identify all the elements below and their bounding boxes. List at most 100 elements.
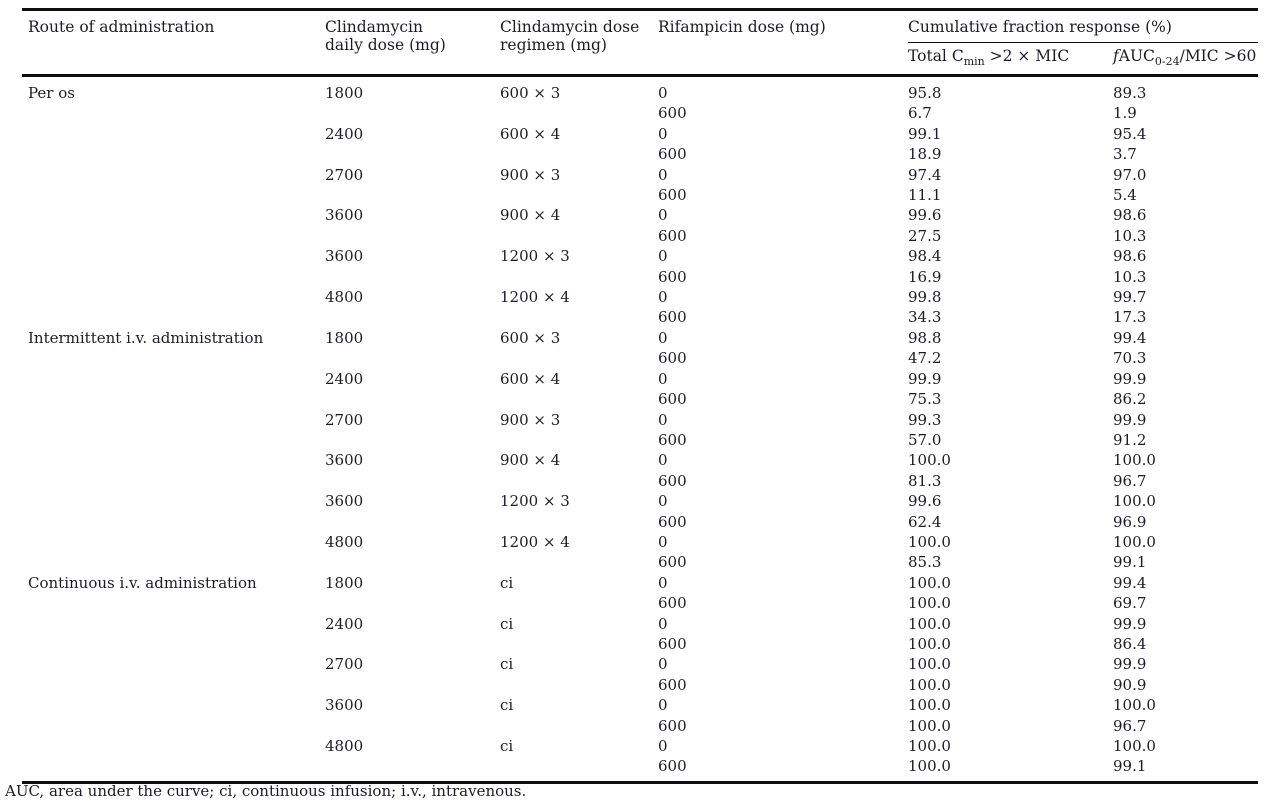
cell-daily-dose: 2700 bbox=[325, 410, 364, 429]
cell-route bbox=[22, 593, 325, 613]
cell-rifampicin-dose: 600 bbox=[658, 675, 687, 694]
table-row: 600 34.3 17.3 bbox=[22, 307, 1258, 327]
header-fauc-mic: fAUC0-24/MIC >60 bbox=[1113, 46, 1257, 68]
cell-daily-dose bbox=[325, 593, 500, 613]
cell-route bbox=[22, 675, 325, 695]
table-row: 2400 ci 0 100.0 99.9 bbox=[22, 614, 1258, 634]
cell-fauc-mic: 100.0 bbox=[1113, 532, 1156, 551]
cell-total-cmin: 57.0 bbox=[908, 430, 942, 449]
cell-fauc-mic: 91.2 bbox=[1113, 430, 1147, 449]
table-row: 4800 1200 × 4 0 99.8 99.7 bbox=[22, 287, 1258, 307]
cell-daily-dose: 2400 bbox=[325, 369, 364, 388]
cell-rifampicin-dose: 600 bbox=[658, 471, 687, 490]
cell-route bbox=[22, 695, 325, 715]
cell-fauc-mic: 99.9 bbox=[1113, 369, 1147, 388]
cell-total-cmin: 100.0 bbox=[908, 655, 951, 674]
cell-daily-dose: 2700 bbox=[325, 165, 364, 184]
cell-regimen: ci bbox=[500, 696, 514, 715]
cell-route bbox=[22, 165, 325, 185]
table-row: 3600 ci 0 100.0 100.0 bbox=[22, 695, 1258, 715]
table-row: 2400 600 × 4 0 99.1 95.4 bbox=[22, 124, 1258, 144]
cell-regimen: 600 × 3 bbox=[500, 84, 561, 102]
cell-total-cmin: 18.9 bbox=[908, 145, 942, 164]
cell-daily-dose: 3600 bbox=[325, 492, 364, 511]
cell-route bbox=[22, 552, 325, 572]
cell-rifampicin-dose: 600 bbox=[658, 553, 687, 572]
table-row: 3600 900 × 4 0 99.6 98.6 bbox=[22, 205, 1258, 225]
cell-daily-dose: 2400 bbox=[325, 124, 364, 143]
cell-regimen bbox=[500, 389, 658, 409]
cell-rifampicin-dose: 0 bbox=[658, 655, 668, 674]
cell-rifampicin-dose: 0 bbox=[658, 696, 668, 715]
cell-regimen: 600 × 4 bbox=[500, 369, 561, 388]
cell-daily-dose: 2400 bbox=[325, 614, 364, 633]
cell-fauc-mic: 97.0 bbox=[1113, 165, 1147, 184]
cell-daily-dose: 1800 bbox=[325, 328, 364, 347]
cell-rifampicin-dose: 600 bbox=[658, 430, 687, 449]
cell-fauc-mic: 89.3 bbox=[1113, 84, 1147, 102]
cell-total-cmin: 27.5 bbox=[908, 226, 942, 245]
cell-fauc-mic: 98.6 bbox=[1113, 247, 1147, 266]
cell-fauc-mic: 17.3 bbox=[1113, 308, 1147, 327]
cell-fauc-mic: 96.7 bbox=[1113, 716, 1147, 735]
cell-regimen bbox=[500, 103, 658, 123]
cell-route bbox=[22, 491, 325, 511]
table-row: 2700 900 × 3 0 99.3 99.9 bbox=[22, 410, 1258, 430]
cell-regimen bbox=[500, 226, 658, 246]
cell-fauc-mic: 100.0 bbox=[1113, 492, 1156, 511]
cell-rifampicin-dose: 600 bbox=[658, 267, 687, 286]
cell-fauc-mic: 86.2 bbox=[1113, 390, 1147, 409]
cell-fauc-mic: 86.4 bbox=[1113, 634, 1147, 653]
cell-rifampicin-dose: 600 bbox=[658, 390, 687, 409]
table-row: 3600 900 × 4 0 100.0 100.0 bbox=[22, 450, 1258, 470]
table-row: 2700 900 × 3 0 97.4 97.0 bbox=[22, 165, 1258, 185]
header-rifampicin: Rifampicin dose (mg) bbox=[658, 18, 826, 36]
cell-route bbox=[22, 185, 325, 205]
table-row: 600 75.3 86.2 bbox=[22, 389, 1258, 409]
table-row: Continuous i.v. administration 1800 ci 0 100… bbox=[22, 573, 1258, 593]
cell-route bbox=[22, 654, 325, 674]
cell-regimen bbox=[500, 756, 658, 782]
cell-total-cmin: 97.4 bbox=[908, 165, 942, 184]
table-footnote: AUC, area under the curve; ci, continuou… bbox=[5, 782, 527, 800]
cell-total-cmin: 47.2 bbox=[908, 349, 942, 368]
cell-total-cmin: 99.1 bbox=[908, 124, 942, 143]
cell-regimen: ci bbox=[500, 737, 514, 755]
cell-regimen: 1200 × 4 bbox=[500, 532, 570, 551]
cell-total-cmin: 81.3 bbox=[908, 471, 942, 490]
cell-daily-dose: 4800 bbox=[325, 532, 364, 551]
cell-route bbox=[22, 226, 325, 246]
cell-route bbox=[22, 471, 325, 491]
cell-regimen bbox=[500, 307, 658, 327]
table-row: 600 18.9 3.7 bbox=[22, 144, 1258, 164]
cell-total-cmin: 100.0 bbox=[908, 614, 951, 633]
cell-daily-dose bbox=[325, 634, 500, 654]
cell-rifampicin-dose: 0 bbox=[658, 288, 668, 307]
cell-rifampicin-dose: 600 bbox=[658, 634, 687, 653]
cell-total-cmin: 98.8 bbox=[908, 328, 942, 347]
cell-total-cmin: 100.0 bbox=[908, 451, 951, 470]
cell-regimen bbox=[500, 716, 658, 736]
cell-regimen: 1200 × 3 bbox=[500, 492, 570, 511]
dose-response-table-wrap: Route of administration Clindamycin dail… bbox=[22, 8, 1259, 784]
cell-route bbox=[22, 634, 325, 654]
cell-route bbox=[22, 512, 325, 532]
cell-rifampicin-dose: 0 bbox=[658, 410, 668, 429]
table-row: 2700 ci 0 100.0 99.9 bbox=[22, 654, 1258, 674]
cell-regimen bbox=[500, 430, 658, 450]
cell-total-cmin: 100.0 bbox=[908, 675, 951, 694]
cell-route bbox=[22, 124, 325, 144]
cell-regimen: 900 × 3 bbox=[500, 410, 561, 429]
cell-total-cmin: 75.3 bbox=[908, 390, 942, 409]
cell-route bbox=[22, 246, 325, 266]
cell-rifampicin-dose: 0 bbox=[658, 614, 668, 633]
header-daily-dose: Clindamycin daily dose (mg) bbox=[325, 18, 446, 54]
cell-total-cmin: 100.0 bbox=[908, 737, 951, 755]
cell-fauc-mic: 70.3 bbox=[1113, 349, 1147, 368]
cell-route bbox=[22, 614, 325, 634]
cell-route bbox=[22, 369, 325, 389]
table-row: 600 81.3 96.7 bbox=[22, 471, 1258, 491]
cell-fauc-mic: 95.4 bbox=[1113, 124, 1147, 143]
cell-route bbox=[22, 267, 325, 287]
cell-rifampicin-dose: 600 bbox=[658, 186, 687, 205]
